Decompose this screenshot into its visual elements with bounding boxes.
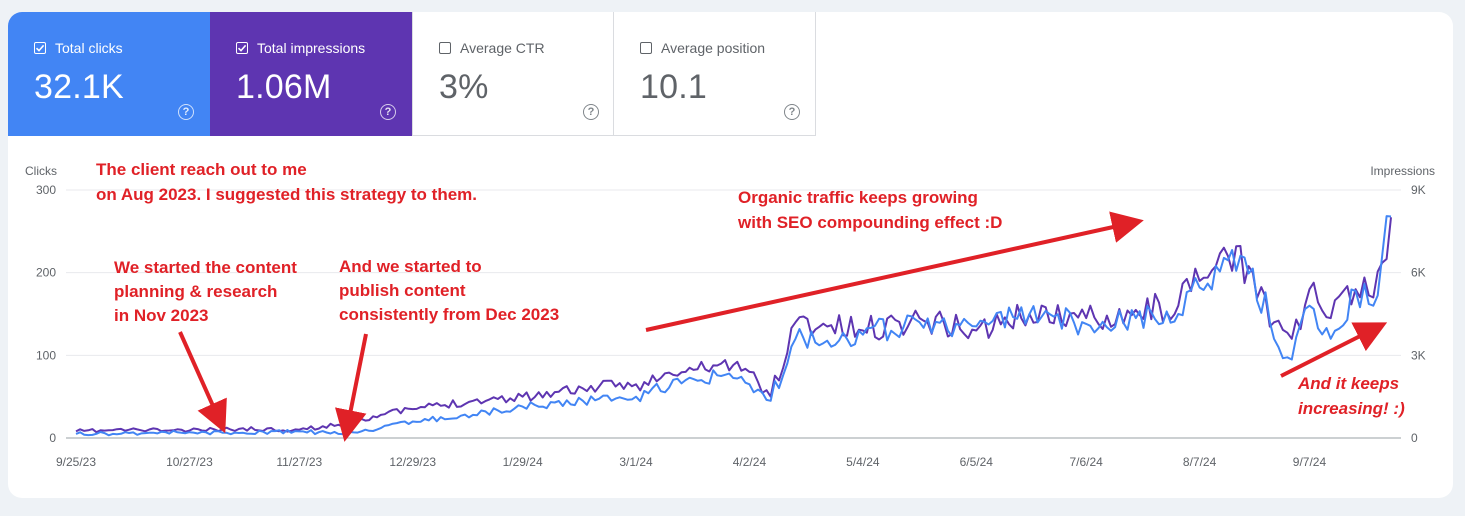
average-position-card[interactable]: Average position 10.1 ? [614, 12, 816, 136]
annotation-arrow [335, 333, 368, 442]
total-impressions-value: 1.06M [236, 68, 332, 106]
annotation-client: The client reach out to me on Aug 2023. I… [96, 160, 477, 204]
annotation-line: We started the content [114, 258, 297, 277]
total-impressions-header: Total impressions [236, 40, 365, 56]
chart-series [75, 215, 1392, 437]
x-axis-tick-label: 12/29/23 [389, 455, 436, 469]
left-axis-title: Clicks [25, 164, 57, 178]
chart-gridlines [66, 189, 1401, 439]
annotation-increasing: And it keeps increasing! :) [1297, 374, 1405, 418]
x-axis-tick-label: 10/27/23 [166, 455, 213, 469]
annotation-arrows [178, 211, 1388, 442]
right-axis-tick-label: 6K [1411, 266, 1426, 280]
metric-cards: Total clicks 32.1K ? Total impressions 1… [8, 12, 816, 136]
help-icon[interactable]: ? [583, 104, 599, 120]
total-impressions-card[interactable]: Total impressions 1.06M ? [210, 12, 412, 136]
right-axis-tick-label: 3K [1411, 348, 1426, 362]
help-icon[interactable]: ? [178, 104, 194, 120]
annotation-line: consistently from Dec 2023 [339, 305, 559, 324]
x-axis-tick-label: 3/1/24 [619, 455, 653, 469]
x-axis-tick-label: 7/6/24 [1069, 455, 1103, 469]
annotation-line: planning & research [114, 282, 277, 301]
checkbox-unchecked-icon[interactable] [640, 42, 652, 54]
x-axis-tick-label: 5/4/24 [846, 455, 880, 469]
left-axis-tick-label: 0 [49, 431, 56, 445]
right-axis-tick-label: 0 [1411, 431, 1418, 445]
annotation-line: And we started to [339, 257, 482, 276]
annotation-line: publish content [339, 281, 466, 300]
total-clicks-value: 32.1K [34, 68, 124, 106]
help-icon[interactable]: ? [380, 104, 396, 120]
annotation-line: Organic traffic keeps growing [738, 188, 978, 207]
average-position-header: Average position [640, 40, 765, 56]
x-axis-tick-label: 1/29/24 [503, 455, 543, 469]
total-impressions-label: Total impressions [257, 40, 366, 56]
total-clicks-label: Total clicks [55, 40, 123, 56]
total-clicks-header: Total clicks [34, 40, 123, 56]
annotation-line: in Nov 2023 [114, 306, 209, 325]
checkbox-checked-icon[interactable] [236, 42, 248, 54]
average-position-value: 10.1 [640, 68, 707, 106]
average-ctr-header: Average CTR [439, 40, 545, 56]
left-axis-tick-label: 300 [36, 183, 56, 197]
x-axis-tick-label: 6/5/24 [960, 455, 994, 469]
clicks-line [75, 215, 1392, 437]
right-axis-ticks: 0 3K 6K 9K [1411, 183, 1426, 445]
annotation-arrow [1280, 322, 1388, 378]
annotations: The client reach out to me on Aug 2023. I… [96, 160, 1405, 418]
x-axis-tick-label: 11/27/23 [276, 455, 322, 469]
annotation-organic: Organic traffic keeps growing with SEO co… [737, 188, 1002, 232]
annotation-line: And it keeps [1297, 374, 1399, 393]
x-axis-tick-label: 9/25/23 [56, 455, 96, 469]
right-axis-tick-label: 9K [1411, 183, 1426, 197]
right-axis-title: Impressions [1370, 164, 1435, 178]
average-position-label: Average position [661, 40, 766, 56]
annotation-planning: We started the content planning & researc… [114, 258, 297, 325]
x-axis-tick-label: 4/2/24 [733, 455, 767, 469]
average-ctr-card[interactable]: Average CTR 3% ? [412, 12, 614, 136]
annotation-line: The client reach out to me [96, 160, 307, 179]
checkbox-unchecked-icon[interactable] [439, 42, 451, 54]
annotation-line: on Aug 2023. I suggested this strategy t… [96, 185, 477, 204]
left-axis-tick-label: 100 [36, 348, 56, 362]
checkbox-checked-icon[interactable] [34, 42, 46, 54]
average-ctr-value: 3% [439, 68, 489, 106]
performance-chart: Clicks Impressions 0 100 200 300 0 3K 6K 9K 9/… [25, 160, 1435, 469]
impressions-line [75, 217, 1392, 434]
left-axis-tick-label: 200 [36, 266, 56, 280]
performance-card: Total clicks 32.1K ? Total impressions 1… [8, 12, 1453, 498]
x-axis-tick-label: 9/7/24 [1293, 455, 1327, 469]
x-axis-tick-label: 8/7/24 [1183, 455, 1217, 469]
annotation-line: increasing! :) [1298, 399, 1405, 418]
annotation-line: with SEO compounding effect :D [737, 213, 1002, 232]
x-axis-ticks: 9/25/23 10/27/23 11/27/23 12/29/23 1/29/24 3/… [56, 455, 1327, 469]
annotation-arrow [178, 331, 227, 434]
left-axis-ticks: 0 100 200 300 [36, 183, 56, 445]
help-icon[interactable]: ? [784, 104, 800, 120]
annotation-arrow [645, 211, 1144, 332]
annotation-publish: And we started to publish content consiste… [339, 257, 559, 324]
total-clicks-card[interactable]: Total clicks 32.1K ? [8, 12, 210, 136]
average-ctr-label: Average CTR [460, 40, 545, 56]
